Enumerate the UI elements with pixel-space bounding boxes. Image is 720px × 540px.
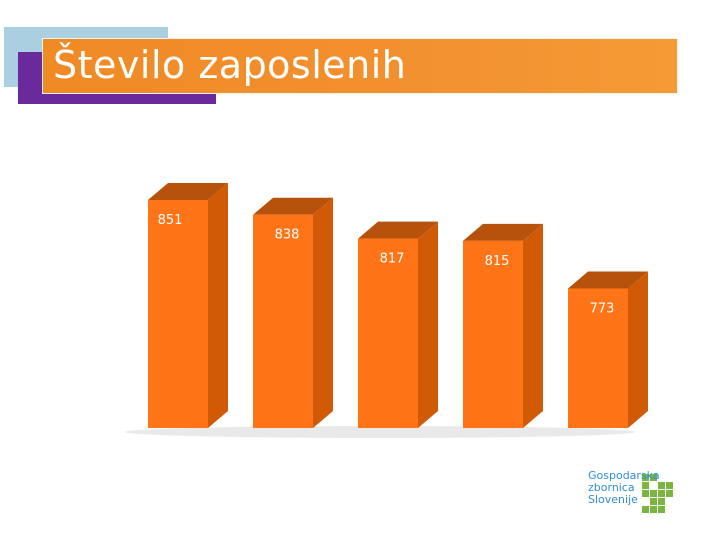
- bar-front: [253, 214, 313, 428]
- bar-value-label: 817: [380, 252, 405, 267]
- gzs-logo-grid-icon: [642, 474, 673, 513]
- bar-side: [523, 223, 543, 428]
- bar-value-label: 851: [158, 213, 183, 228]
- gzs-logo: Gospodarska zbornica Slovenije: [584, 466, 680, 522]
- title-banner-fill: [43, 39, 677, 93]
- bar-top: [253, 197, 333, 215]
- bar-front: [358, 238, 418, 428]
- bar-top: [358, 221, 438, 239]
- bar-5: 773: [568, 271, 648, 428]
- bar-value-label: 815: [485, 254, 510, 269]
- bar-side: [628, 271, 648, 428]
- bar-side: [418, 221, 438, 428]
- bar-value-label: 773: [590, 301, 615, 316]
- bar-top: [463, 223, 543, 241]
- bar-4: 815: [463, 223, 543, 428]
- bar-3: 817: [358, 221, 438, 428]
- bar-front: [463, 240, 523, 428]
- title-banner: Število zaposlenih: [42, 38, 678, 94]
- bar-value-label: 838: [275, 228, 300, 243]
- bar-top: [148, 183, 228, 200]
- bar-side: [208, 183, 228, 428]
- bar-2: 838: [253, 197, 333, 428]
- bar-front: [148, 200, 208, 428]
- bar-top: [568, 271, 648, 289]
- gzs-logo-text: Gospodarska zbornica Slovenije: [588, 469, 660, 506]
- bar-1: 851: [148, 183, 228, 428]
- chart-floor-shadow: [125, 426, 635, 438]
- bar-side: [313, 197, 333, 428]
- bar-front: [568, 288, 628, 428]
- page-title: Število zaposlenih: [53, 43, 407, 87]
